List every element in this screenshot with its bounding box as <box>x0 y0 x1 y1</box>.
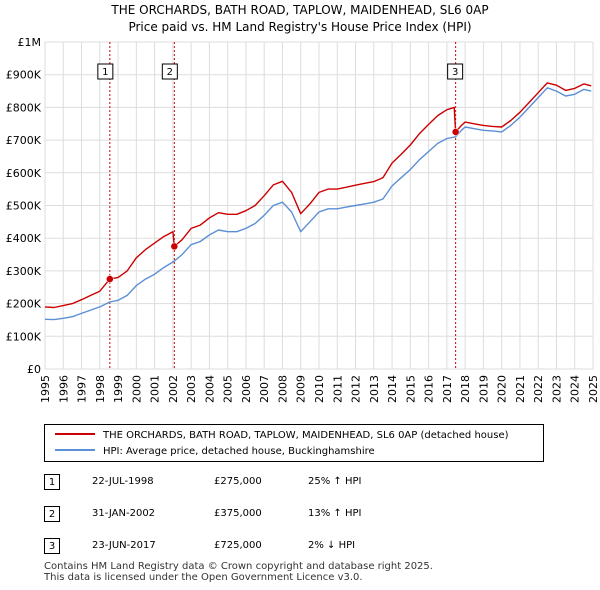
x-tick-label: 1996 <box>57 375 70 403</box>
x-tick-label: 2024 <box>569 375 582 403</box>
sale-date: 31-JAN-2002 <box>92 508 156 519</box>
x-tick-label: 2018 <box>459 375 472 403</box>
title-line-1: THE ORCHARDS, BATH ROAD, TAPLOW, MAIDENH… <box>111 3 489 17</box>
sale-row: 3 23-JUN-2017 £725,000 2% ↓ HPI <box>44 538 564 558</box>
x-tick-label: 2025 <box>587 375 600 403</box>
x-tick-label: 1998 <box>94 375 107 403</box>
sale-label-number: 2 <box>167 67 173 78</box>
legend: THE ORCHARDS, BATH ROAD, TAPLOW, MAIDENH… <box>44 424 544 462</box>
chart-title: THE ORCHARDS, BATH ROAD, TAPLOW, MAIDENH… <box>0 2 600 36</box>
x-tick-label: 2013 <box>368 375 381 403</box>
sale-hpi-diff: 25% ↑ HPI <box>308 476 362 487</box>
x-tick-label: 2005 <box>222 375 235 403</box>
legend-item-hpi: HPI: Average price, detached house, Buck… <box>55 444 375 460</box>
y-tick-label: £700K <box>6 134 42 147</box>
y-tick-label: £1M <box>18 36 42 49</box>
sale-point <box>106 275 114 283</box>
footer-line-2: This data is licensed under the Open Gov… <box>44 572 363 583</box>
x-tick-label: 2014 <box>386 375 399 403</box>
x-tick-label: 2006 <box>240 375 253 403</box>
sale-markers <box>106 128 460 283</box>
price-chart: £0 £100K £200K £300K £400K £500K £600K £700K £80… <box>6 36 600 403</box>
hpi-line <box>44 87 592 321</box>
sale-label-number: 3 <box>452 67 458 78</box>
y-tick-label: £500K <box>6 200 42 213</box>
sale-point <box>451 128 460 136</box>
title-line-2: Price paid vs. HM Land Registry's House … <box>128 20 472 34</box>
x-tick-label: 2008 <box>276 375 289 403</box>
y-tick-label: £400K <box>6 232 42 245</box>
x-tick-label: 2010 <box>313 375 326 403</box>
x-tick-label: 2002 <box>167 375 180 403</box>
property-price-line <box>44 82 592 309</box>
sale-point <box>170 242 179 251</box>
x-tick-label: 1995 <box>39 375 52 403</box>
x-tick-label: 2003 <box>185 375 198 403</box>
x-tick-label: 2004 <box>203 375 216 403</box>
y-tick-label: £0 <box>27 363 41 376</box>
y-tick-label: £900K <box>6 69 42 82</box>
y-tick-label: £300K <box>6 265 42 278</box>
sale-number-badge: 1 <box>44 474 60 490</box>
sale-row: 1 22-JUL-1998 £275,000 25% ↑ HPI <box>44 474 564 494</box>
x-tick-label: 2007 <box>258 375 271 403</box>
x-tick-label: 2016 <box>423 375 436 403</box>
legend-swatch-hpi <box>55 449 95 451</box>
x-tick-label: 2012 <box>350 375 363 403</box>
sale-price: £725,000 <box>214 540 262 551</box>
x-tick-label: 2021 <box>514 375 527 403</box>
sale-label-box <box>447 63 464 80</box>
axes: £0 £100K £200K £300K £400K £500K £600K £700K £80… <box>6 36 600 403</box>
footer: Contains HM Land Registry data © Crown c… <box>44 561 433 583</box>
sale-date: 22-JUL-1998 <box>92 476 154 487</box>
sale-price: £375,000 <box>214 508 262 519</box>
sale-number-badge: 2 <box>44 506 60 522</box>
footer-line-1: Contains HM Land Registry data © Crown c… <box>44 561 433 572</box>
x-tick-label: 2023 <box>550 375 563 403</box>
legend-label-property: THE ORCHARDS, BATH ROAD, TAPLOW, MAIDENH… <box>103 430 509 441</box>
sale-row: 2 31-JAN-2002 £375,000 13% ↑ HPI <box>44 506 564 526</box>
sale-lines: 1 2 3 <box>97 42 464 369</box>
x-tick-label: 1997 <box>76 375 89 403</box>
legend-swatch-property <box>55 433 95 435</box>
x-tick-label: 2019 <box>477 375 490 403</box>
x-tick-label: 2022 <box>532 375 545 403</box>
sale-hpi-diff: 13% ↑ HPI <box>308 508 362 519</box>
x-tick-label: 1999 <box>112 375 125 403</box>
x-tick-label: 2001 <box>149 375 162 403</box>
x-tick-label: 2011 <box>331 375 344 403</box>
legend-item-property: THE ORCHARDS, BATH ROAD, TAPLOW, MAIDENH… <box>55 428 509 444</box>
x-tick-label: 2000 <box>130 375 143 403</box>
y-tick-label: £800K <box>6 101 42 114</box>
y-tick-label: £200K <box>6 298 42 311</box>
sale-price: £275,000 <box>214 476 262 487</box>
x-tick-label: 2015 <box>404 375 417 403</box>
y-tick-label: £100K <box>6 330 42 343</box>
sale-label-number: 1 <box>102 67 108 78</box>
y-tick-label: £600K <box>6 167 42 180</box>
x-tick-label: 2020 <box>496 375 509 403</box>
x-tick-label: 2017 <box>441 375 454 403</box>
legend-label-hpi: HPI: Average price, detached house, Buck… <box>103 446 375 457</box>
sale-label-box <box>97 63 114 80</box>
sale-hpi-diff: 2% ↓ HPI <box>308 540 356 551</box>
sale-date: 23-JUN-2017 <box>92 540 156 551</box>
series-lines <box>44 82 592 321</box>
x-tick-label: 2009 <box>295 375 308 403</box>
sale-number-badge: 3 <box>44 538 60 554</box>
grid <box>44 41 594 370</box>
sale-label-box <box>161 63 178 80</box>
